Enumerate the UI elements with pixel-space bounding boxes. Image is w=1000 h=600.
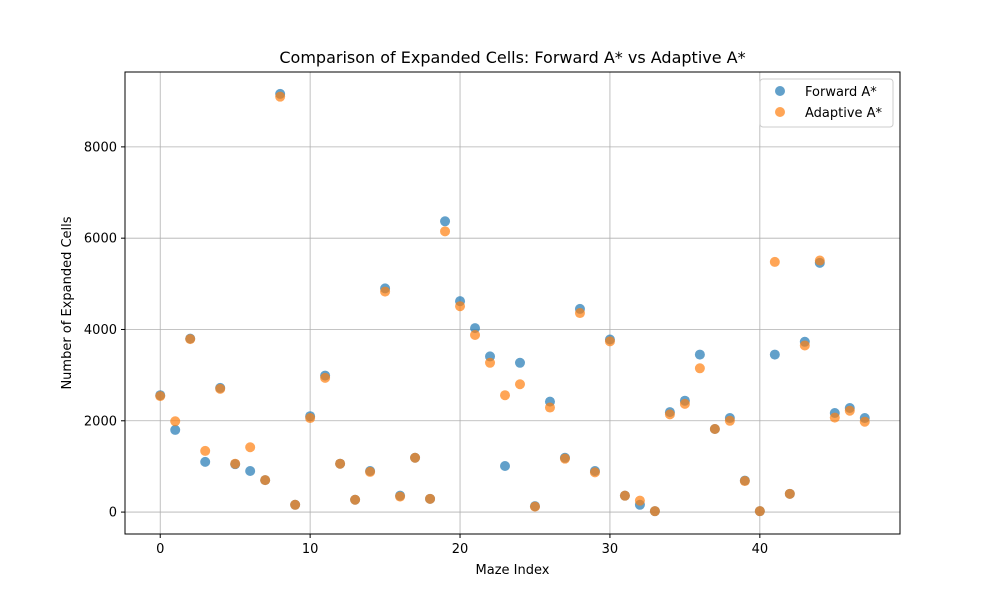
y-tick-label: 2000 — [84, 414, 117, 429]
x-tick-label: 30 — [602, 542, 619, 557]
adaptive-point — [470, 329, 481, 340]
adaptive-point — [814, 255, 825, 266]
adaptive-point — [350, 494, 361, 505]
forward-point — [245, 466, 256, 476]
adaptive-point — [784, 488, 795, 499]
y-tick-label: 0 — [109, 506, 117, 521]
adaptive-point — [425, 493, 436, 504]
adaptive-point — [649, 506, 660, 517]
legend: Forward A* Adaptive A* — [759, 78, 894, 128]
forward-point — [170, 424, 181, 435]
adaptive-point — [619, 490, 630, 501]
adaptive-point — [859, 416, 870, 427]
adaptive-point — [844, 405, 855, 416]
adaptive-point — [679, 398, 690, 409]
adaptive-point — [739, 476, 750, 487]
y-axis-title: Number of Expanded Cells — [60, 216, 75, 389]
legend-box — [759, 78, 894, 128]
adaptive-point — [365, 466, 376, 477]
adaptive-point — [230, 458, 241, 469]
adaptive-point — [245, 442, 256, 453]
adaptive-point — [290, 499, 301, 510]
adaptive-point — [440, 226, 451, 237]
adaptive-point — [320, 372, 331, 383]
legend-marker-forward — [775, 86, 785, 96]
adaptive-point — [170, 416, 181, 427]
axis-ticks: 0 10 20 30 40 0 2000 4000 6000 8000 — [84, 140, 768, 557]
forward-point — [514, 357, 525, 368]
adaptive-point — [829, 412, 840, 423]
y-tick-label: 4000 — [84, 323, 117, 338]
plot-area-frame — [124, 71, 901, 535]
adaptive-point — [724, 415, 735, 426]
x-axis-title: Maze Index — [476, 563, 550, 578]
y-tick-label: 8000 — [84, 140, 117, 155]
adaptive-point — [260, 475, 271, 486]
forward-point — [694, 349, 705, 360]
adaptive-point — [155, 391, 166, 402]
adaptive-point — [694, 363, 705, 374]
legend-marker-adaptive — [775, 107, 785, 117]
adaptive-point — [634, 495, 645, 506]
adaptive-point — [769, 256, 780, 267]
adaptive-point — [559, 453, 570, 464]
adaptive-point — [754, 506, 765, 517]
adaptive-point — [604, 336, 615, 347]
adaptive-point — [215, 383, 226, 394]
x-tick-label: 0 — [156, 542, 164, 557]
adaptive-point — [305, 413, 316, 424]
y-tick-label: 6000 — [84, 232, 117, 247]
adaptive-point — [335, 458, 346, 469]
x-tick-label: 40 — [752, 542, 769, 557]
adaptive-point — [514, 379, 525, 390]
adaptive-point — [395, 491, 406, 502]
adaptive-point — [380, 286, 391, 297]
adaptive-point — [185, 334, 196, 345]
forward-point — [500, 460, 511, 471]
adaptive-point — [544, 402, 555, 413]
legend-label-forward: Forward A* — [805, 85, 877, 100]
chart-title: Comparison of Expanded Cells: Forward A*… — [279, 48, 745, 67]
x-tick-label: 20 — [452, 542, 469, 557]
adaptive-point — [410, 452, 421, 463]
adaptive-point — [664, 409, 675, 420]
adaptive-point — [589, 467, 600, 478]
forward-point — [769, 349, 780, 360]
x-tick-label: 10 — [302, 542, 319, 557]
adaptive-point — [455, 301, 466, 312]
adaptive-point — [529, 501, 540, 512]
data-points — [155, 88, 870, 517]
adaptive-point — [485, 357, 496, 368]
forward-point — [440, 216, 451, 227]
adaptive-point — [200, 445, 211, 456]
adaptive-point — [500, 390, 511, 401]
forward-point — [200, 456, 211, 467]
adaptive-point — [275, 91, 286, 102]
legend-label-adaptive: Adaptive A* — [805, 106, 883, 121]
adaptive-point — [574, 308, 585, 319]
adaptive-point — [799, 340, 810, 351]
forward-point — [470, 323, 481, 334]
adaptive-point — [709, 424, 720, 434]
